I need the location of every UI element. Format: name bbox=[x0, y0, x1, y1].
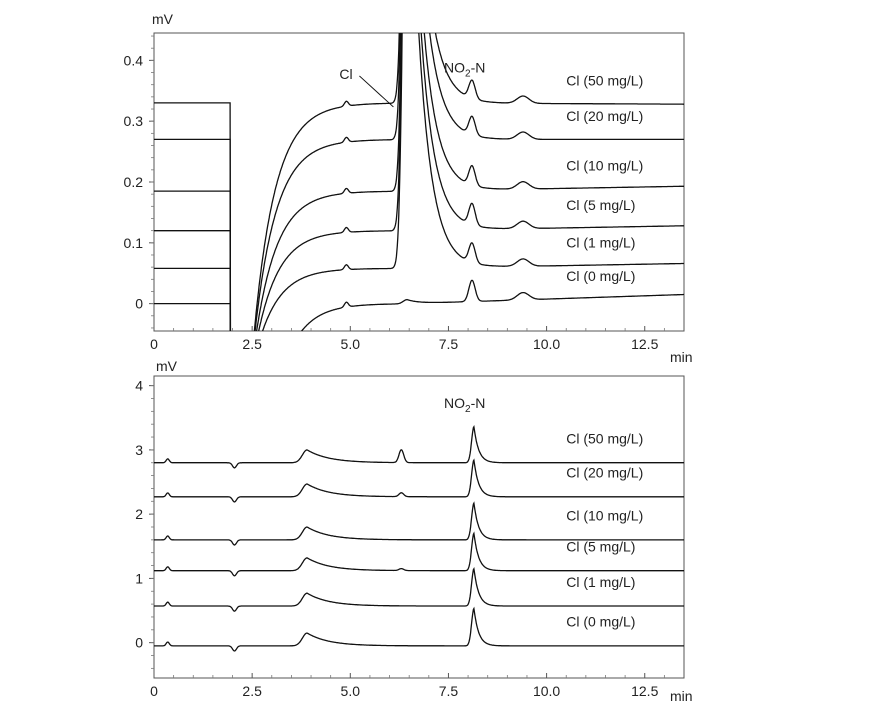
top-y-tick-label: 0.1 bbox=[124, 235, 144, 251]
top-y-unit: mV bbox=[152, 11, 174, 27]
bottom-trace-label: Cl (0 mg/L) bbox=[566, 614, 635, 630]
bottom-x-tick-label: 0 bbox=[150, 683, 158, 699]
bottom-x-tick-label: 12.5 bbox=[631, 683, 658, 699]
top-no2n-annotation: NO2-N bbox=[444, 60, 485, 80]
top-cl-annotation: Cl bbox=[339, 66, 352, 82]
top-trace-labels: Cl (0 mg/L) Cl (1 mg/L) Cl (5 mg/L) Cl (10 … bbox=[566, 72, 643, 284]
bottom-trace-label: Cl (20 mg/L) bbox=[566, 465, 643, 481]
bottom-traces bbox=[154, 424, 684, 652]
bottom-axes: 0 2.5 5.0 7.5 10.0 12.5 0 1 2 3 4 bbox=[135, 378, 665, 699]
top-x-tick-label: 12.5 bbox=[631, 336, 658, 352]
top-trace-label: Cl (1 mg/L) bbox=[566, 235, 635, 251]
top-axes: 0 2.5 5.0 7.5 10.0 12.5 0 0.1 0.2 0.3 0.4 bbox=[124, 35, 665, 352]
top-x-tick-label: 10.0 bbox=[533, 336, 560, 352]
top-trace-line bbox=[154, 33, 684, 331]
bottom-y-tick-label: 0 bbox=[135, 635, 143, 651]
bottom-trace-label: Cl (1 mg/L) bbox=[566, 574, 635, 590]
bottom-trace-label: Cl (50 mg/L) bbox=[566, 430, 643, 446]
bottom-trace-line bbox=[154, 606, 684, 652]
bottom-x-tick-label: 2.5 bbox=[242, 683, 262, 699]
top-cl-arrow bbox=[359, 75, 394, 108]
top-trace-label: Cl (10 mg/L) bbox=[566, 157, 643, 173]
bottom-y-tick-label: 2 bbox=[135, 506, 143, 522]
top-trace-line bbox=[154, 33, 684, 331]
top-x-tick-label: 5.0 bbox=[341, 336, 361, 352]
bottom-y-unit: mV bbox=[156, 358, 178, 374]
bottom-x-tick-label: 5.0 bbox=[341, 683, 361, 699]
top-x-tick-label: 2.5 bbox=[242, 336, 262, 352]
top-y-tick-label: 0.3 bbox=[124, 113, 144, 129]
bottom-y-tick-label: 4 bbox=[135, 378, 143, 394]
bottom-trace-line bbox=[154, 424, 684, 469]
top-x-unit: min bbox=[670, 349, 693, 365]
top-chromatogram-panel: 0 2.5 5.0 7.5 10.0 12.5 0 0.1 0.2 0.3 0.4 Cl (0 mg… bbox=[124, 11, 693, 365]
bottom-x-tick-label: 7.5 bbox=[439, 683, 459, 699]
top-trace-line bbox=[154, 33, 684, 331]
top-trace-label: Cl (5 mg/L) bbox=[566, 197, 635, 213]
top-x-tick-label: 0 bbox=[150, 336, 158, 352]
top-traces bbox=[154, 33, 684, 331]
bottom-trace-label: Cl (5 mg/L) bbox=[566, 538, 635, 554]
top-y-tick-label: 0.4 bbox=[124, 52, 144, 68]
top-trace-label: Cl (50 mg/L) bbox=[566, 72, 643, 88]
bottom-trace-line bbox=[154, 566, 684, 612]
bottom-trace-labels: Cl (0 mg/L) Cl (1 mg/L) Cl (5 mg/L) Cl (10 … bbox=[566, 430, 643, 629]
bottom-plot-frame bbox=[153, 375, 685, 679]
top-trace-line bbox=[154, 33, 684, 331]
top-y-tick-label: 0 bbox=[135, 296, 143, 312]
bottom-trace-line bbox=[154, 458, 684, 503]
top-trace-line bbox=[154, 279, 684, 331]
top-trace-label: Cl (20 mg/L) bbox=[566, 108, 643, 124]
bottom-trace-line bbox=[154, 501, 684, 546]
bottom-trace-line bbox=[154, 531, 684, 577]
bottom-x-tick-label: 10.0 bbox=[533, 683, 560, 699]
bottom-chromatogram-panel: 0 2.5 5.0 7.5 10.0 12.5 0 1 2 3 4 Cl (0 mg/L) Cl (1… bbox=[135, 358, 692, 704]
top-x-tick-label: 7.5 bbox=[439, 336, 459, 352]
bottom-trace-label: Cl (10 mg/L) bbox=[566, 508, 643, 524]
top-trace-label: Cl (0 mg/L) bbox=[566, 268, 635, 284]
bottom-y-tick-label: 3 bbox=[135, 442, 143, 458]
bottom-y-tick-label: 1 bbox=[135, 570, 143, 586]
bottom-x-unit: min bbox=[670, 688, 693, 704]
bottom-annotations: NO2-N bbox=[444, 395, 485, 415]
top-trace-line bbox=[154, 33, 684, 331]
bottom-no2n-annotation: NO2-N bbox=[444, 395, 485, 415]
top-y-tick-label: 0.2 bbox=[124, 174, 144, 190]
top-annotations: Cl NO2-N bbox=[339, 60, 485, 108]
